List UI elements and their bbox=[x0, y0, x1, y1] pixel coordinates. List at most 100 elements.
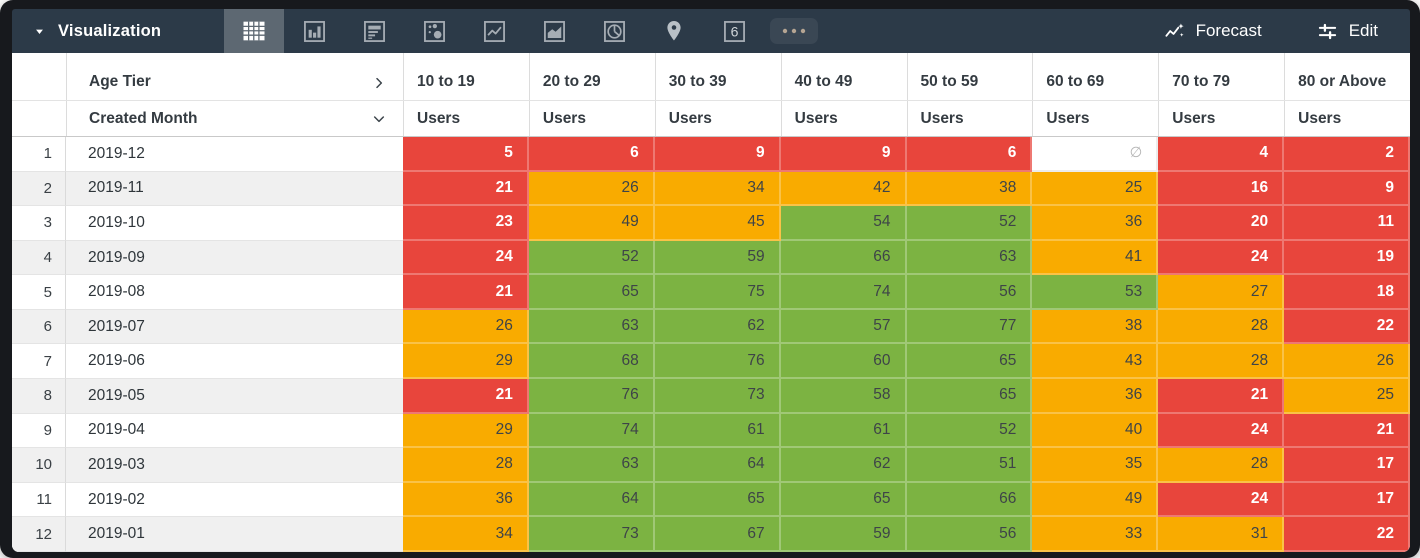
value-cell[interactable]: 61 bbox=[780, 413, 907, 449]
value-cell[interactable]: 23 bbox=[403, 206, 529, 241]
month-cell[interactable]: 2019-02 bbox=[66, 483, 403, 518]
measure-header[interactable]: Users bbox=[654, 101, 781, 136]
value-cell[interactable]: 63 bbox=[528, 448, 655, 483]
value-cell[interactable]: 58 bbox=[780, 379, 907, 414]
pivot-value-header[interactable]: 10 to 19 bbox=[403, 53, 529, 100]
value-cell[interactable]: 27 bbox=[1158, 275, 1285, 310]
value-cell[interactable]: 18 bbox=[1284, 275, 1410, 310]
value-cell[interactable]: 31 bbox=[1158, 517, 1285, 552]
value-cell[interactable]: 64 bbox=[528, 482, 655, 518]
value-cell[interactable]: 52 bbox=[528, 240, 655, 276]
value-cell[interactable]: 54 bbox=[780, 206, 907, 241]
value-cell[interactable]: 16 bbox=[1158, 171, 1285, 207]
value-cell[interactable]: 42 bbox=[780, 171, 907, 207]
value-cell[interactable]: 63 bbox=[528, 309, 655, 345]
pivot-value-header[interactable]: 80 or Above bbox=[1284, 53, 1410, 100]
table-icon[interactable] bbox=[224, 9, 284, 53]
value-cell[interactable]: 17 bbox=[1284, 448, 1410, 483]
value-cell[interactable]: 38 bbox=[906, 171, 1033, 207]
value-cell[interactable]: 56 bbox=[906, 517, 1033, 552]
value-cell[interactable]: 49 bbox=[528, 206, 655, 241]
month-cell[interactable]: 2019-08 bbox=[66, 275, 403, 310]
visualization-header-toggle[interactable]: Visualization bbox=[12, 9, 224, 53]
value-cell[interactable]: 59 bbox=[654, 240, 781, 276]
value-cell[interactable]: 66 bbox=[906, 482, 1033, 518]
value-cell[interactable]: 26 bbox=[528, 171, 655, 207]
value-cell[interactable]: 40 bbox=[1032, 413, 1159, 449]
pivot-value-header[interactable]: 40 to 49 bbox=[780, 53, 907, 100]
value-cell[interactable]: 60 bbox=[780, 344, 907, 380]
forecast-button[interactable]: Forecast bbox=[1163, 20, 1262, 43]
month-cell[interactable]: 2019-01 bbox=[66, 517, 403, 552]
value-cell[interactable]: 26 bbox=[403, 309, 529, 345]
pie-chart-icon[interactable] bbox=[584, 9, 644, 53]
value-cell[interactable]: 65 bbox=[780, 482, 907, 518]
pivot-value-header[interactable]: 20 to 29 bbox=[528, 53, 655, 100]
more-icon[interactable] bbox=[764, 9, 824, 53]
value-cell[interactable]: 62 bbox=[780, 448, 907, 483]
value-cell[interactable]: 5 bbox=[403, 137, 529, 172]
edit-button[interactable]: Edit bbox=[1316, 20, 1378, 43]
value-cell[interactable]: 24 bbox=[1158, 482, 1285, 518]
value-cell[interactable]: 28 bbox=[1158, 448, 1285, 483]
value-cell[interactable]: 49 bbox=[1032, 482, 1159, 518]
value-cell[interactable]: 66 bbox=[780, 240, 907, 276]
value-cell[interactable]: 24 bbox=[1158, 240, 1285, 276]
value-cell[interactable]: 59 bbox=[780, 517, 907, 552]
value-cell[interactable]: 76 bbox=[528, 379, 655, 414]
value-cell[interactable]: 64 bbox=[654, 448, 781, 483]
value-cell[interactable]: 76 bbox=[654, 344, 781, 380]
value-cell[interactable]: 28 bbox=[403, 448, 529, 483]
value-cell[interactable]: 24 bbox=[403, 240, 529, 276]
value-cell[interactable]: 2 bbox=[1284, 137, 1410, 172]
month-cell[interactable]: 2019-04 bbox=[66, 414, 403, 449]
value-cell[interactable]: 36 bbox=[1032, 379, 1159, 414]
value-cell[interactable]: 74 bbox=[780, 275, 907, 310]
value-cell[interactable]: 65 bbox=[906, 379, 1033, 414]
value-cell[interactable]: 65 bbox=[906, 344, 1033, 380]
value-cell[interactable]: 34 bbox=[403, 517, 529, 552]
value-cell[interactable]: 75 bbox=[654, 275, 781, 310]
map-pin-icon[interactable] bbox=[644, 9, 704, 53]
month-cell[interactable]: 2019-07 bbox=[66, 309, 403, 345]
single-value-icon[interactable]: 6 bbox=[704, 9, 764, 53]
value-cell[interactable]: 21 bbox=[1158, 379, 1285, 414]
value-cell[interactable]: 67 bbox=[654, 517, 781, 552]
value-cell[interactable]: 34 bbox=[654, 171, 781, 207]
measure-header[interactable]: Users bbox=[1158, 101, 1284, 136]
measure-header[interactable]: Users bbox=[528, 101, 655, 136]
line-chart-icon[interactable] bbox=[464, 9, 524, 53]
bar-chart-icon[interactable] bbox=[344, 9, 404, 53]
value-cell[interactable]: 21 bbox=[1284, 413, 1410, 449]
value-cell[interactable]: 19 bbox=[1284, 240, 1410, 276]
value-cell[interactable]: 73 bbox=[528, 517, 655, 552]
value-cell[interactable]: 20 bbox=[1158, 206, 1285, 241]
value-cell[interactable]: 52 bbox=[906, 413, 1033, 449]
value-cell[interactable]: 4 bbox=[1158, 137, 1285, 172]
value-cell[interactable]: 26 bbox=[1284, 344, 1410, 380]
value-cell[interactable]: 22 bbox=[1284, 309, 1410, 345]
value-cell[interactable]: 36 bbox=[403, 482, 529, 518]
measure-header[interactable]: Users bbox=[906, 101, 1033, 136]
measure-header[interactable]: Users bbox=[780, 101, 907, 136]
value-cell[interactable]: 21 bbox=[403, 171, 529, 207]
value-cell[interactable]: 9 bbox=[780, 137, 907, 172]
pivot-value-header[interactable]: 30 to 39 bbox=[654, 53, 781, 100]
value-cell[interactable]: 22 bbox=[1284, 517, 1410, 552]
area-chart-icon[interactable] bbox=[524, 9, 584, 53]
month-cell[interactable]: 2019-05 bbox=[66, 379, 403, 414]
month-cell[interactable]: 2019-11 bbox=[66, 171, 403, 207]
value-cell[interactable]: 11 bbox=[1284, 206, 1410, 241]
value-cell[interactable]: 63 bbox=[906, 240, 1033, 276]
column-chart-icon[interactable] bbox=[284, 9, 344, 53]
month-cell[interactable]: 2019-12 bbox=[66, 137, 403, 172]
value-cell[interactable]: 68 bbox=[528, 344, 655, 380]
value-cell[interactable]: 28 bbox=[1158, 309, 1285, 345]
value-cell[interactable]: 6 bbox=[528, 137, 655, 172]
value-cell[interactable]: 74 bbox=[528, 413, 655, 449]
value-cell[interactable]: 52 bbox=[906, 206, 1033, 241]
value-cell[interactable]: 9 bbox=[654, 137, 781, 172]
value-cell[interactable]: 21 bbox=[403, 275, 529, 310]
month-cell[interactable]: 2019-10 bbox=[66, 206, 403, 241]
pivot-value-header[interactable]: 50 to 59 bbox=[906, 53, 1033, 100]
